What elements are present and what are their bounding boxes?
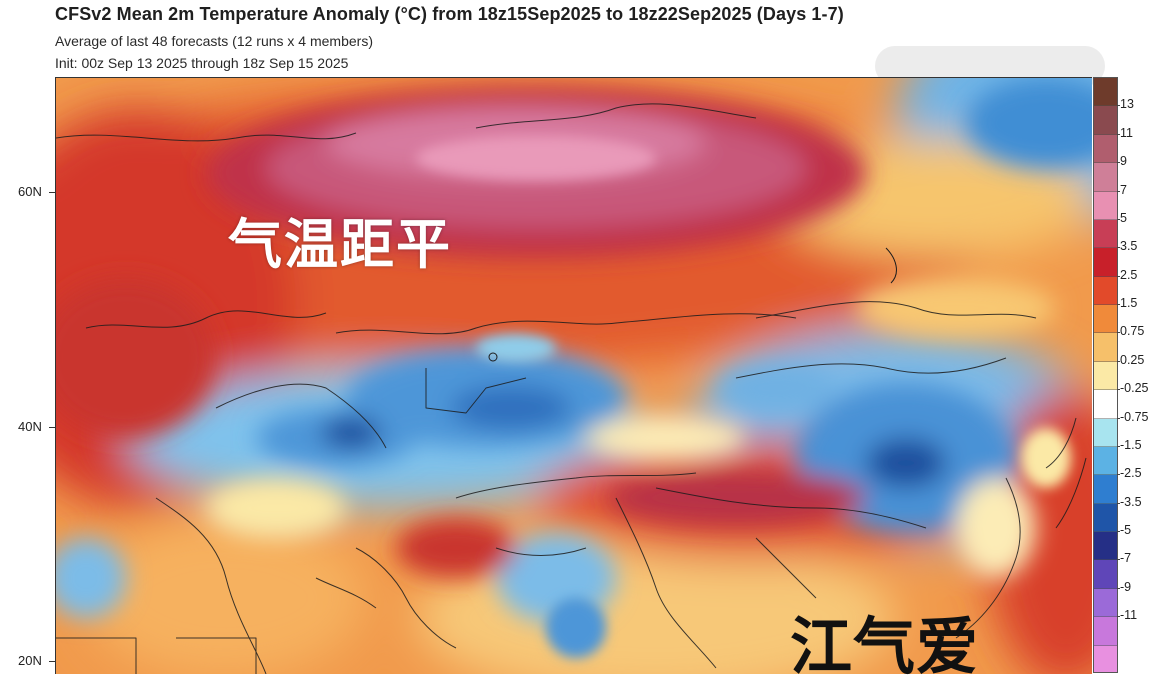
colorbar-segment: [1094, 446, 1117, 476]
colorbar-segment: [1094, 163, 1117, 192]
colorbar-tick: [1117, 587, 1120, 589]
colorbar-segment: [1094, 532, 1117, 561]
colorbar-label: 9: [1120, 154, 1127, 169]
lat-tick-mark: [49, 661, 55, 662]
colorbar-tick: [1117, 162, 1120, 164]
colorbar-tick: [1117, 360, 1120, 362]
colorbar-tick: [1117, 531, 1120, 533]
colorbar-tick: [1117, 105, 1120, 107]
anomaly-details: [416, 136, 1071, 658]
chart-subtitle-init: Init: 00z Sep 13 2025 through 18z Sep 15…: [55, 55, 349, 71]
colorbar-segment: [1094, 560, 1117, 589]
colorbar-label: -7: [1120, 551, 1132, 566]
colorbar-label: -2.5: [1120, 466, 1142, 481]
temperature-anomaly-map: [55, 77, 1092, 674]
colorbar-tick: [1117, 417, 1120, 419]
colorbar-label: -0.25: [1120, 381, 1149, 396]
colorbar-label: -9: [1120, 579, 1132, 594]
overlay-caption-temperature-anomaly: 气温距平: [228, 213, 452, 276]
colorbar-label: 7: [1120, 182, 1127, 197]
colorbar-tick: [1117, 502, 1120, 504]
colorbar-segment: [1094, 418, 1117, 447]
chart-title: CFSv2 Mean 2m Temperature Anomaly (°C) f…: [55, 4, 844, 24]
colorbar-segment: [1094, 219, 1117, 249]
colorbar: [1093, 77, 1118, 673]
lat-tick-mark: [49, 427, 55, 428]
lat-tick-mark: [49, 192, 55, 193]
colorbar-label: -0.75: [1120, 409, 1149, 424]
colorbar-label: -1.5: [1120, 437, 1142, 452]
colorbar-label: 0.75: [1120, 324, 1145, 339]
colorbar-segment: [1094, 276, 1117, 305]
colorbar-segment: [1094, 361, 1117, 391]
colorbar-label: 2.5: [1120, 267, 1138, 282]
colorbar-segment: [1094, 248, 1117, 277]
colorbar-tick: [1117, 304, 1120, 306]
colorbar-segment: [1094, 78, 1117, 107]
colorbar-segment: [1094, 645, 1117, 672]
colorbar-segment: [1094, 134, 1117, 164]
lakes: [488, 247, 897, 362]
colorbar-segment: [1094, 191, 1117, 220]
colorbar-label: 0.25: [1120, 352, 1145, 367]
colorbar-segment: [1094, 390, 1117, 419]
colorbar-tick: [1117, 445, 1120, 447]
colorbar-tick: [1117, 133, 1120, 135]
colorbar-label: 1.5: [1120, 296, 1138, 311]
colorbar-tick: [1117, 218, 1120, 220]
lat-label-40n: 40N: [18, 419, 42, 434]
colorbar-segment: [1094, 305, 1117, 334]
colorbar-tick: [1117, 559, 1120, 561]
colorbar-segment: [1094, 588, 1117, 618]
colorbar-segment: [1094, 333, 1117, 362]
colorbar-label: 13: [1120, 97, 1134, 112]
colorbar-tick: [1117, 247, 1120, 249]
lat-label-60n: 60N: [18, 184, 42, 199]
colorbar-tick: [1117, 474, 1120, 476]
colorbar-label: -11: [1120, 608, 1138, 623]
colorbar-segment: [1094, 617, 1117, 646]
colorbar-tick: [1117, 275, 1120, 277]
colorbar-label: 3.5: [1120, 239, 1138, 254]
overlay-caption-signature: 江气爱: [790, 610, 980, 683]
colorbar-segment: [1094, 106, 1117, 135]
chart-subtitle-runs: Average of last 48 forecasts (12 runs x …: [55, 33, 373, 49]
colorbar-label: 11: [1120, 125, 1133, 140]
colorbar-tick: [1117, 389, 1120, 391]
colorbar-segment: [1094, 475, 1117, 504]
colorbar-tick: [1117, 332, 1120, 334]
map-boundaries: [56, 103, 1087, 674]
colorbar-label: 5: [1120, 210, 1127, 225]
colorbar-segment: [1094, 503, 1117, 532]
colorbar-tick: [1117, 616, 1120, 618]
colorbar-label: -5: [1120, 523, 1132, 538]
lat-label-20n: 20N: [18, 653, 42, 668]
colorbar-tick: [1117, 190, 1120, 192]
colorbar-label: -3.5: [1120, 494, 1142, 509]
